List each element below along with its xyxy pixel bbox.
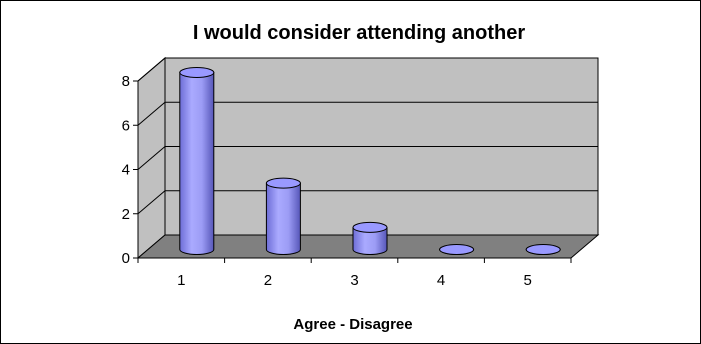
bar bbox=[352, 221, 388, 255]
x-axis: 1 2 3 4 5 bbox=[137, 257, 572, 289]
bar-body bbox=[179, 72, 215, 255]
x-tick-label: 3 bbox=[350, 272, 358, 289]
bar-body bbox=[265, 182, 301, 255]
gridline-side bbox=[137, 57, 166, 82]
bar bbox=[265, 177, 301, 255]
x-tick-label: 2 bbox=[264, 272, 272, 289]
gridlines bbox=[137, 57, 598, 215]
bar bbox=[525, 244, 561, 255]
y-axis: 0 2 4 6 8 bbox=[122, 73, 139, 267]
bar bbox=[439, 244, 475, 255]
gridline-side bbox=[137, 146, 166, 170]
x-axis-title: Agree - Disagree bbox=[293, 316, 412, 333]
bar-body bbox=[352, 226, 388, 255]
x-tick-label: 4 bbox=[437, 272, 445, 289]
bar-top bbox=[439, 244, 475, 255]
y-tick-label: 0 bbox=[122, 250, 130, 267]
bar-top bbox=[265, 177, 301, 189]
gridline-side bbox=[137, 190, 166, 215]
bar-top bbox=[179, 67, 215, 78]
bar-top bbox=[352, 221, 388, 233]
bar bbox=[179, 67, 215, 255]
y-tick-label: 4 bbox=[122, 162, 130, 179]
gridline-side bbox=[137, 101, 166, 126]
y-tick-label: 8 bbox=[122, 73, 130, 90]
bar-top bbox=[525, 244, 561, 255]
bars bbox=[179, 67, 561, 255]
y-tick-label: 2 bbox=[122, 206, 130, 223]
x-tick-label: 1 bbox=[177, 272, 185, 289]
x-tick-label: 5 bbox=[524, 272, 532, 289]
chart-title: I would consider attending another bbox=[193, 22, 525, 44]
y-tick-label: 6 bbox=[122, 117, 130, 134]
